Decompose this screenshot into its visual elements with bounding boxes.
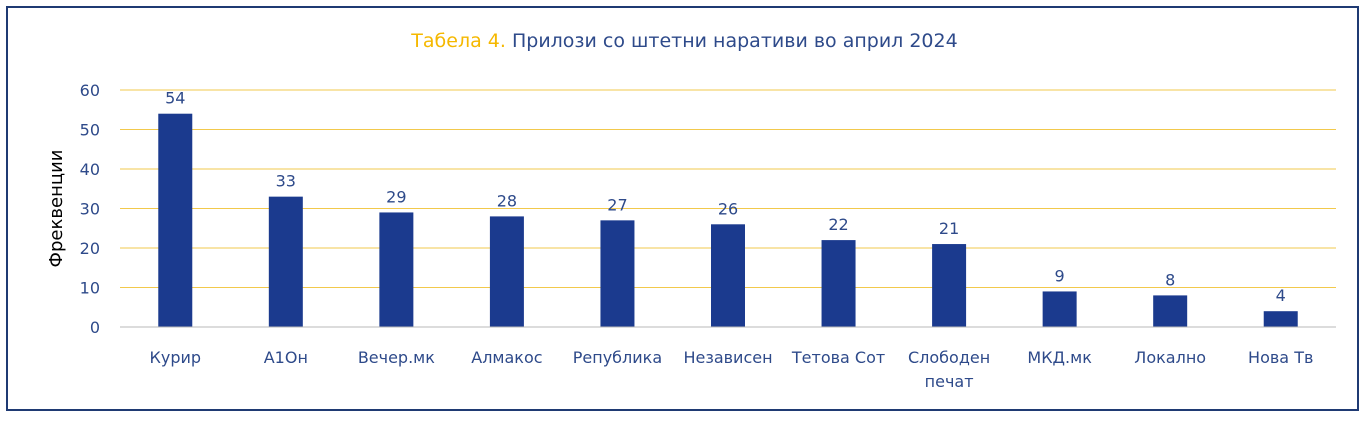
- x-tick-label: Независен: [683, 348, 772, 367]
- data-label: 27: [607, 195, 627, 214]
- bar: [1153, 295, 1188, 327]
- chart-title-text: Прилози со штетни наративи во април 2024: [511, 30, 958, 52]
- bar: [821, 240, 856, 327]
- bar: [711, 224, 745, 327]
- y-tick-label: 20: [80, 239, 100, 258]
- x-tick-label: Алмакос: [471, 348, 542, 367]
- x-tick-label: А1Он: [264, 348, 308, 367]
- x-tick-label: МКД.мк: [1027, 348, 1092, 367]
- y-tick-label: 60: [80, 81, 100, 100]
- x-tick-label: Република: [573, 348, 662, 367]
- y-axis-ticks: 0 10 20 30 40 50 60: [80, 81, 100, 337]
- bar: [379, 212, 414, 327]
- y-axis-label: Фреквенции: [46, 150, 67, 268]
- y-tick-label: 0: [90, 318, 100, 337]
- x-tick-label: Нова Тв: [1248, 348, 1313, 367]
- y-tick-label: 10: [80, 279, 100, 298]
- bar: [268, 196, 303, 327]
- gridlines: [120, 89, 1336, 288]
- data-label: 8: [1165, 270, 1175, 289]
- bar: [489, 216, 524, 327]
- y-tick-label: 30: [80, 200, 100, 219]
- data-label: 26: [718, 199, 738, 218]
- chart-title-prefix: Табела 4.: [411, 30, 506, 52]
- data-label: 9: [1055, 266, 1065, 285]
- x-tick-label: Локално: [1134, 348, 1206, 367]
- bar: [932, 244, 967, 327]
- y-tick-label: 40: [80, 160, 100, 179]
- data-label: 29: [386, 187, 406, 206]
- bars: [158, 113, 1298, 327]
- data-label: 22: [828, 215, 848, 234]
- x-tick-label: Тетова Сот: [791, 348, 885, 367]
- data-label: 33: [276, 172, 296, 191]
- bar: [600, 220, 635, 327]
- data-label: 4: [1276, 286, 1286, 305]
- bar: [1042, 291, 1077, 327]
- data-label: 21: [939, 219, 959, 238]
- x-tick-label: Слободен: [908, 348, 990, 367]
- x-axis-ticks: Курир А1Он Вечер.мк Алмакос Република Независ…: [149, 348, 1313, 391]
- x-tick-label: Курир: [149, 348, 201, 367]
- bar: [1263, 311, 1298, 327]
- chart-title: Табела 4. Прилози со штетни наративи во …: [0, 30, 1369, 52]
- y-tick-label: 50: [80, 121, 100, 140]
- data-labels: 54 33 29 28 27 26 22 21 9 8 4: [165, 89, 1286, 306]
- data-label: 28: [497, 191, 517, 210]
- data-label: 54: [165, 89, 185, 108]
- x-tick-label: печат: [925, 372, 974, 391]
- bar: [158, 113, 193, 327]
- x-tick-label: Вечер.мк: [358, 348, 435, 367]
